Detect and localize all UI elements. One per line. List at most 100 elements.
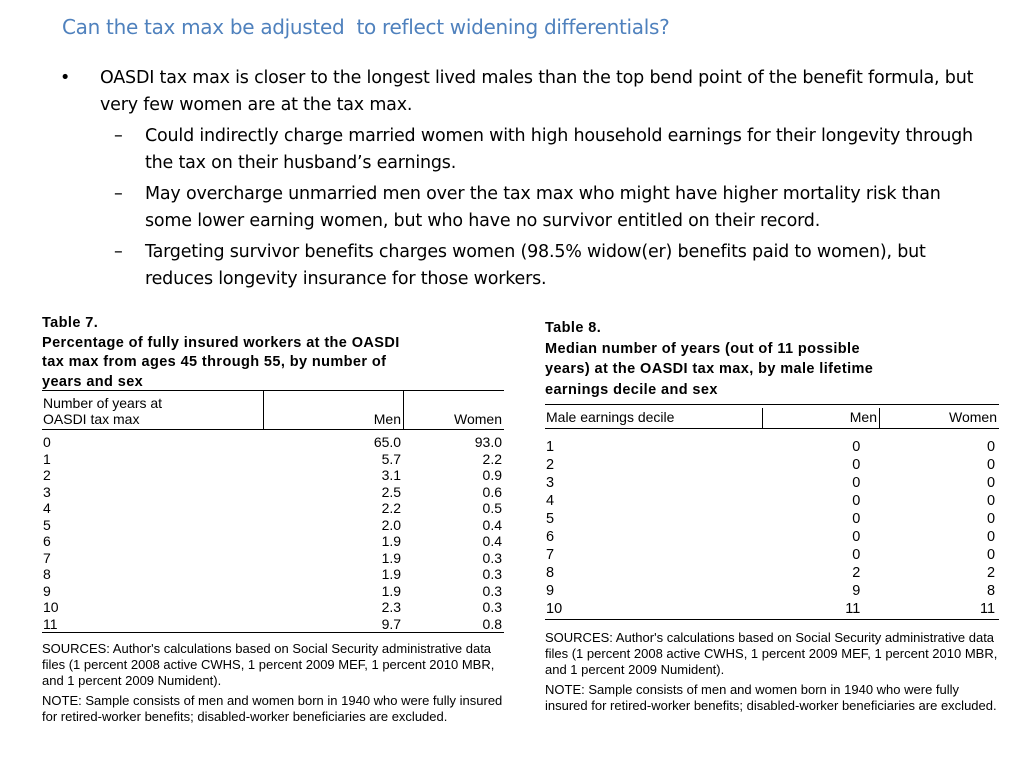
table-row: 3 2.5 0.6 [42,484,504,501]
table-row: 2 0 0 [545,456,999,474]
cell-women: 0.3 [482,582,502,599]
cell-men: 1.9 [381,582,402,599]
sub-bullet-item: – Could indirectly charge married women … [56,123,976,177]
table-row: 9 1.9 0.3 [42,583,504,600]
row-label: 3 [43,483,51,500]
row-label: 8 [546,565,555,581]
table-sources: SOURCES: Author's calculations based on … [42,641,495,688]
cell-men: 1.9 [381,566,402,582]
row-label: 9 [43,582,51,599]
row-label: 10 [546,601,563,617]
cell-women: 0 [986,457,996,473]
row-label: 11 [43,615,58,632]
row-label: 3 [546,475,555,491]
table-footnotes: SOURCES: Author's calculations based on … [545,619,999,714]
cell-women: 0 [986,511,996,527]
sub-bullet-marker: – [114,126,123,146]
cell-women: 0 [986,529,996,545]
cell-men: 2.2 [381,500,402,516]
table-row: 1 5.7 2.2 [42,451,504,468]
row-label: 1 [43,450,51,467]
cell-women: 0 [986,475,996,491]
sub-bullet-text: Could indirectly charge married women wi… [145,126,973,173]
cell-men: 1.9 [381,533,402,549]
table-row: 5 2.0 0.4 [42,517,504,534]
table-body: 1 0 0 2 0 0 3 0 0 4 0 0 5 0 0 6 0 0 7 0 0 8 2 2 9 9 8 10 11 11 [545,429,999,619]
table-row: 2 3.1 0.9 [42,467,504,484]
column-header-decile: Male earnings decile [545,408,763,428]
row-label: 2 [43,467,51,483]
table-caption-line: tax max from ages 45 through 55, by numb… [42,354,387,370]
table-label: Table 8. [545,320,602,336]
column-header-men: Men [763,408,880,428]
table-row: 3 0 0 [545,474,999,492]
table-header-row: Male earnings decile Men Women [545,405,999,429]
cell-men: 0 [852,475,861,491]
table-row: 10 11 11 [545,600,999,618]
cell-women: 0.6 [482,483,502,500]
cell-women: 0.3 [482,549,502,566]
sub-bullet-marker: – [114,242,123,262]
table-row: 0 65.0 93.0 [42,434,504,451]
sub-bullet-text: Targeting survivor benefits charges wome… [145,242,926,289]
row-label: 7 [43,549,51,566]
cell-men: 2 [852,565,861,581]
row-label: 4 [43,500,51,516]
table-sources: SOURCES: Author's calculations based on … [545,630,998,677]
cell-men: 65.0 [373,434,402,450]
row-label: 6 [43,533,51,549]
cell-men: 0 [852,493,861,509]
row-label: 7 [546,547,555,563]
bullet-item: • OASDI tax max is closer to the longest… [56,65,976,119]
slide-title: Can the tax max be adjusted to reflect w… [62,15,670,39]
table-caption-line: Median number of years (out of 11 possib… [545,340,860,357]
table-row: 7 0 0 [545,546,999,564]
cell-men: 1.9 [381,549,402,566]
row-label: 2 [546,457,555,473]
cell-men: 0 [852,439,861,455]
cell-men: 9.7 [381,615,402,632]
table-caption-line: Percentage of fully insured workers at t… [42,334,400,351]
cell-men: 11 [845,601,861,617]
cell-women: 0.4 [482,516,502,533]
table-row: 8 2 2 [545,564,999,582]
sub-bullet-text: May overcharge unmarried men over the ta… [145,184,941,231]
bullet-text: OASDI tax max is closer to the longest l… [100,68,974,115]
table-row: 10 2.3 0.3 [42,599,504,616]
table-caption: Table 8. Median number of years (out of … [545,318,999,404]
cell-women: 0.4 [482,533,502,549]
sub-bullet-item: – May overcharge unmarried men over the … [56,181,976,235]
row-label: 4 [546,493,555,509]
cell-women: 2 [986,565,996,581]
table-8: Table 8. Median number of years (out of … [545,318,999,714]
column-header-men: Men [264,391,404,429]
table-label: Table 7. [42,315,99,331]
cell-women: 2.2 [482,450,502,467]
cell-men: 0 [852,529,861,545]
table-row: 5 0 0 [545,510,999,528]
table-caption-line: earnings decile and sex [545,381,718,398]
cell-men: 0 [852,457,861,473]
sub-bullet-item: – Targeting survivor benefits charges wo… [56,239,976,293]
table-caption: Table 7. Percentage of fully insured wor… [42,314,504,390]
table-7: Table 7. Percentage of fully insured wor… [42,314,504,725]
table-rule [42,390,504,391]
column-header-line: Number of years at [43,395,163,411]
row-label: 8 [43,566,51,582]
table-row: 11 9.7 0.8 [42,616,504,633]
table-row: 6 0 0 [545,528,999,546]
column-header-line: OASDI tax max [43,411,140,427]
column-header-women: Women [949,409,997,425]
table-caption-line: years and sex [42,373,144,390]
row-label: 6 [546,529,555,545]
cell-men: 2.5 [381,483,402,500]
cell-women: 0.3 [482,599,502,615]
table-row: 9 9 8 [545,582,999,600]
table-row: 7 1.9 0.3 [42,550,504,567]
cell-women: 11 [979,601,996,617]
row-label: 1 [546,439,555,455]
table-row: 4 0 0 [545,492,999,510]
bullet-marker: • [60,68,71,88]
table-caption-line: years) at the OASDI tax max, by male lif… [545,361,874,377]
table-note: NOTE: Sample consists of men and women b… [545,682,997,713]
